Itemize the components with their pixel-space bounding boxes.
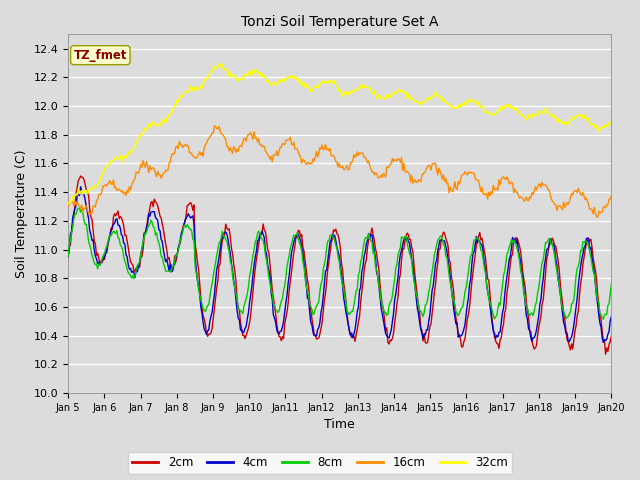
X-axis label: Time: Time xyxy=(324,419,355,432)
Legend: 2cm, 4cm, 8cm, 16cm, 32cm: 2cm, 4cm, 8cm, 16cm, 32cm xyxy=(127,452,513,474)
Y-axis label: Soil Temperature (C): Soil Temperature (C) xyxy=(15,149,28,278)
Title: Tonzi Soil Temperature Set A: Tonzi Soil Temperature Set A xyxy=(241,15,438,29)
Text: TZ_fmet: TZ_fmet xyxy=(74,48,127,62)
